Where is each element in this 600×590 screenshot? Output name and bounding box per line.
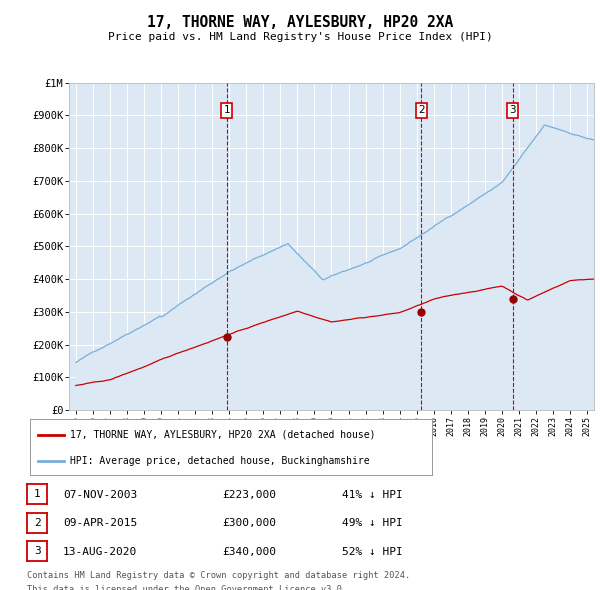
Text: £340,000: £340,000 (222, 547, 276, 556)
Text: 2: 2 (418, 106, 425, 116)
Text: 52% ↓ HPI: 52% ↓ HPI (342, 547, 403, 556)
Text: 1: 1 (34, 490, 41, 499)
Text: 3: 3 (509, 106, 516, 116)
Text: 3: 3 (34, 546, 41, 556)
Text: 17, THORNE WAY, AYLESBURY, HP20 2XA: 17, THORNE WAY, AYLESBURY, HP20 2XA (147, 15, 453, 30)
Text: HPI: Average price, detached house, Buckinghamshire: HPI: Average price, detached house, Buck… (70, 456, 370, 466)
Text: 09-APR-2015: 09-APR-2015 (63, 519, 137, 528)
Text: 17, THORNE WAY, AYLESBURY, HP20 2XA (detached house): 17, THORNE WAY, AYLESBURY, HP20 2XA (det… (70, 430, 376, 440)
Text: 1: 1 (223, 106, 230, 116)
Text: £300,000: £300,000 (222, 519, 276, 528)
Text: Contains HM Land Registry data © Crown copyright and database right 2024.: Contains HM Land Registry data © Crown c… (27, 571, 410, 579)
Text: Price paid vs. HM Land Registry's House Price Index (HPI): Price paid vs. HM Land Registry's House … (107, 32, 493, 42)
Text: £223,000: £223,000 (222, 490, 276, 500)
Text: 41% ↓ HPI: 41% ↓ HPI (342, 490, 403, 500)
Text: 13-AUG-2020: 13-AUG-2020 (63, 547, 137, 556)
Text: 07-NOV-2003: 07-NOV-2003 (63, 490, 137, 500)
Text: This data is licensed under the Open Government Licence v3.0.: This data is licensed under the Open Gov… (27, 585, 347, 590)
Text: 49% ↓ HPI: 49% ↓ HPI (342, 519, 403, 528)
Text: 2: 2 (34, 518, 41, 527)
